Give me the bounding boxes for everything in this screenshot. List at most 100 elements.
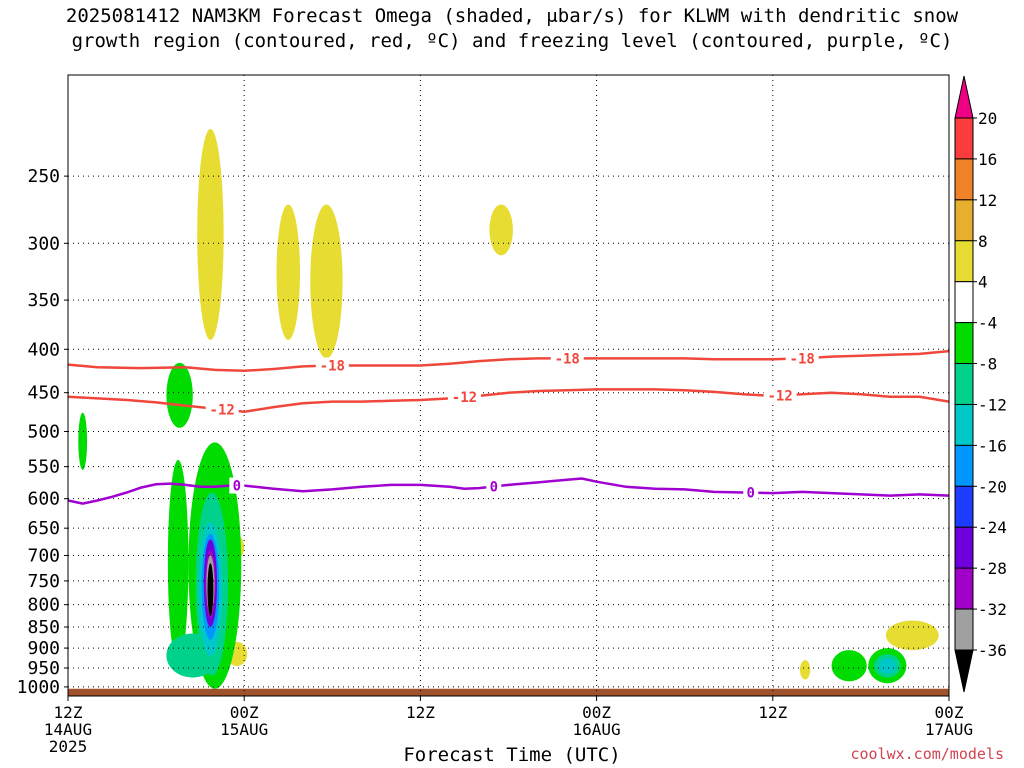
contour-label-bg [229,477,245,494]
omega-region-1 [276,204,300,340]
omega-region-7 [885,620,939,651]
chart-title: 2025081412 NAM3KM Forecast Omega (shaded… [0,4,1024,54]
x-axis-title: Forecast Time (UTC) [403,744,621,766]
chart-title-line1: 2025081412 NAM3KM Forecast Omega (shaded… [65,5,959,27]
contour-label-bg [763,387,797,404]
y-tick-label: 550 [27,457,60,478]
y-tick-label: 1000 [17,677,60,698]
pressure-axis: 2503003504004505005506006507007508008509… [17,166,68,698]
colorbar-label: 4 [978,273,988,292]
omega-region-0 [197,129,224,340]
y-tick-label: 450 [27,383,60,404]
colorbar-label: -36 [978,641,1007,660]
y-tick-label: 250 [27,166,60,187]
omega-region-8 [166,362,193,428]
omega-colorbar: 20 16 12 8 4 -4 -8 -12 -16 -20 -24 -28 -32 -36 [954,75,1007,693]
colorbar-segment [954,240,974,283]
colorbar-segment [954,281,974,324]
colorbar-top-arrow [954,75,974,119]
y-tick-label: 800 [27,595,60,616]
colorbar-segment [954,526,974,569]
x-tick-label: 00Z [935,703,964,722]
contour-label-bg [743,484,759,501]
y-tick-label: 500 [27,422,60,443]
contour-label--18: -18 [555,351,580,367]
omega-region-2 [310,204,343,359]
x-tick-label: 00Z [230,703,259,722]
contour-line--12 [68,388,949,414]
omega-region-20 [831,650,867,682]
contour-label-bg [550,350,584,367]
colorbar-bottom-arrow [954,649,974,693]
contour-line-0 [68,477,949,505]
colorbar-label: -8 [978,355,997,374]
y-tick-label: 750 [27,571,60,592]
plot-frame [67,74,950,697]
colorbar-label: -4 [978,314,997,333]
colorbar-label: 8 [978,232,988,251]
y-tick-label: 350 [27,290,60,311]
colorbar-label: -32 [978,600,1007,619]
colorbar-label: -28 [978,559,1007,578]
x-tick-label: 14AUG [44,720,92,739]
y-tick-label: 900 [27,638,60,659]
y-tick-label: 650 [27,518,60,539]
contour-label-bg [447,389,481,406]
x-tick-label: 17AUG [925,720,973,739]
contour-label--18: -18 [790,351,815,367]
temperature-contours: -18 -18 -18 -12 -12 -12 0 0 0 [68,349,949,505]
colorbar-label: -16 [978,436,1007,455]
contour-label-0: 0 [233,479,241,495]
contour-label-bg [785,350,819,367]
contour-label-bg [486,478,502,495]
y-tick-label: 400 [27,339,60,360]
colorbar-label: -20 [978,477,1007,496]
colorbar-label: 20 [978,109,997,128]
contour-label-0: 0 [490,480,498,496]
x-tick-label: 12Z [758,703,787,722]
colorbar-segment [954,608,974,651]
omega-region-3 [489,204,513,256]
colorbar-segment [954,403,974,446]
x-tick-label: 00Z [582,703,611,722]
credit-text: coolwx.com/models [850,745,1004,763]
x-tick-label: 15AUG [220,720,268,739]
colorbar-label: 16 [978,150,997,169]
colorbar-label: -12 [978,395,1007,414]
colorbar-segment [954,158,974,201]
colorbar-segment [954,485,974,528]
chart-title-line2: growth region (contoured, red, ºC) and f… [71,30,953,52]
contour-label--12: -12 [767,389,792,405]
contour-label-bg [205,401,239,418]
contour-label--12: -12 [452,390,477,406]
y-tick-label: 950 [27,658,60,679]
y-tick-label: 850 [27,617,60,638]
colorbar-segment [954,117,974,160]
colorbar-label: -24 [978,518,1007,537]
contour-label-0: 0 [747,486,755,502]
colorbar-label: 12 [978,191,997,210]
x-tick-label: 12Z [406,703,435,722]
x-tick-label: 16AUG [573,720,621,739]
omega-region-23 [878,658,897,674]
omega-region-9 [78,412,88,470]
colorbar-segment [954,322,974,365]
y-tick-label: 300 [27,233,60,254]
y-tick-label: 600 [27,489,60,510]
colorbar-segment [954,199,974,242]
ground-fill [68,688,949,696]
contour-label-bg [315,357,349,374]
contour-label--18: -18 [320,359,345,375]
colorbar-segment [954,363,974,405]
x-tick-label: 2025 [49,737,88,756]
colorbar-segment [954,444,974,487]
omega-region-10 [167,459,189,665]
y-tick-label: 700 [27,545,60,566]
omega-region-6 [799,660,811,680]
ground-layer [68,688,949,696]
omega-region-19 [207,563,214,617]
x-tick-label: 12Z [54,703,83,722]
colorbar-segment [954,567,974,610]
